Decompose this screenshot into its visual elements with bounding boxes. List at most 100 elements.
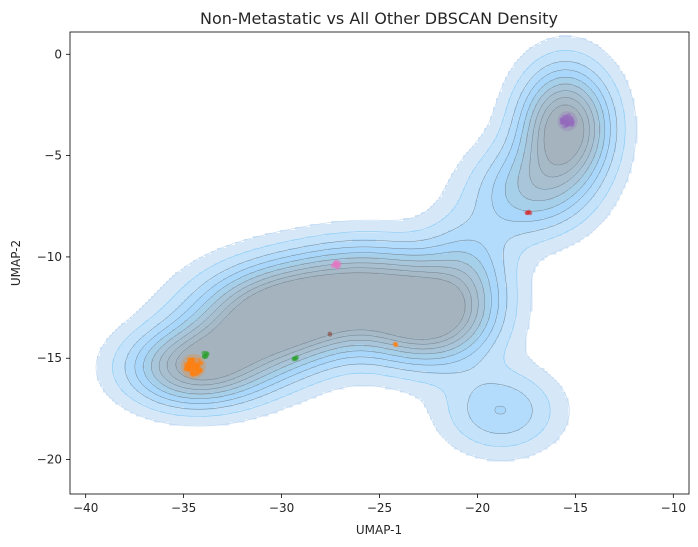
density-cell bbox=[202, 332, 206, 336]
density-cell bbox=[220, 419, 224, 423]
density-cell bbox=[157, 386, 161, 390]
density-cell bbox=[262, 281, 266, 285]
density-cell bbox=[265, 344, 269, 348]
density-cell bbox=[256, 251, 260, 255]
density-cell bbox=[208, 281, 212, 285]
density-cell bbox=[223, 359, 227, 363]
density-cell bbox=[232, 383, 236, 387]
density-cell bbox=[343, 383, 347, 387]
density-cell bbox=[322, 323, 326, 327]
density-cell bbox=[349, 296, 353, 300]
density-cell bbox=[244, 335, 248, 339]
density-cell bbox=[256, 257, 260, 261]
density-cell bbox=[148, 383, 152, 387]
density-cell bbox=[235, 332, 239, 336]
density-cell bbox=[205, 335, 209, 339]
density-cell bbox=[244, 410, 248, 414]
density-cell bbox=[202, 395, 206, 399]
density-cell bbox=[259, 335, 263, 339]
density-cell bbox=[319, 281, 323, 285]
density-cell bbox=[349, 380, 353, 384]
density-cell bbox=[358, 374, 362, 378]
density-cell bbox=[283, 347, 287, 351]
density-cell bbox=[184, 383, 188, 387]
density-cell bbox=[298, 308, 302, 312]
density-cell bbox=[280, 311, 284, 315]
density-cell bbox=[340, 362, 344, 366]
density-cell bbox=[283, 350, 287, 354]
density-cell bbox=[274, 347, 278, 351]
density-cell bbox=[160, 353, 164, 357]
density-cell bbox=[226, 251, 230, 255]
density-cell bbox=[229, 350, 233, 354]
density-cell bbox=[295, 383, 299, 387]
density-cell bbox=[349, 290, 353, 294]
density-cell bbox=[115, 386, 119, 390]
density-cell bbox=[187, 416, 191, 420]
density-cell bbox=[265, 338, 269, 342]
density-cell bbox=[229, 374, 233, 378]
density-cell bbox=[160, 404, 164, 408]
density-cell bbox=[379, 320, 383, 324]
density-cell bbox=[187, 422, 191, 426]
density-cell bbox=[286, 278, 290, 282]
density-cell bbox=[316, 308, 320, 312]
density-cell bbox=[115, 371, 119, 375]
density-cell bbox=[256, 341, 260, 345]
density-cell bbox=[238, 263, 242, 267]
density-cell bbox=[178, 350, 182, 354]
density-cell bbox=[340, 338, 344, 342]
density-cell bbox=[211, 251, 215, 255]
density-cell bbox=[214, 401, 218, 405]
density-cell bbox=[268, 299, 272, 303]
density-cell bbox=[145, 380, 149, 384]
density-cell bbox=[247, 362, 251, 366]
density-cell bbox=[259, 248, 263, 252]
density-cell bbox=[379, 251, 383, 255]
density-cell bbox=[157, 335, 161, 339]
density-cell bbox=[250, 374, 254, 378]
density-cell bbox=[172, 338, 176, 342]
density-cell bbox=[343, 251, 347, 255]
density-cell bbox=[247, 257, 251, 261]
density-cell bbox=[220, 272, 224, 276]
density-cell bbox=[238, 260, 242, 264]
density-cell bbox=[220, 407, 224, 411]
density-cell bbox=[247, 386, 251, 390]
density-cell bbox=[379, 341, 383, 345]
density-cell bbox=[253, 272, 257, 276]
density-cell bbox=[181, 404, 185, 408]
density-cell bbox=[274, 314, 278, 318]
density-cell bbox=[379, 260, 383, 264]
density-cell bbox=[118, 398, 122, 402]
density-cell bbox=[235, 365, 239, 369]
density-cell bbox=[388, 290, 392, 294]
density-cell bbox=[265, 239, 269, 243]
density-cell bbox=[229, 368, 233, 372]
density-cell bbox=[286, 260, 290, 264]
density-cell bbox=[388, 374, 392, 378]
density-cell bbox=[217, 305, 221, 309]
density-cell bbox=[169, 323, 173, 327]
density-cell bbox=[334, 239, 338, 243]
density-cell bbox=[241, 368, 245, 372]
density-cell bbox=[229, 248, 233, 252]
density-cell bbox=[271, 404, 275, 408]
density-cell bbox=[109, 368, 113, 372]
density-cell bbox=[331, 236, 335, 240]
density-cell bbox=[331, 284, 335, 288]
density-cell bbox=[334, 365, 338, 369]
density-cell bbox=[352, 281, 356, 285]
density-cell bbox=[289, 386, 293, 390]
density-cell bbox=[214, 314, 218, 318]
density-cell bbox=[274, 377, 278, 381]
density-cell bbox=[343, 338, 347, 342]
density-cell bbox=[382, 305, 386, 309]
density-cell bbox=[235, 311, 239, 315]
density-cell bbox=[316, 320, 320, 324]
density-cell bbox=[163, 386, 167, 390]
density-cell bbox=[316, 311, 320, 315]
density-cell bbox=[367, 314, 371, 318]
density-cell bbox=[355, 269, 359, 273]
density-cell bbox=[367, 368, 371, 372]
